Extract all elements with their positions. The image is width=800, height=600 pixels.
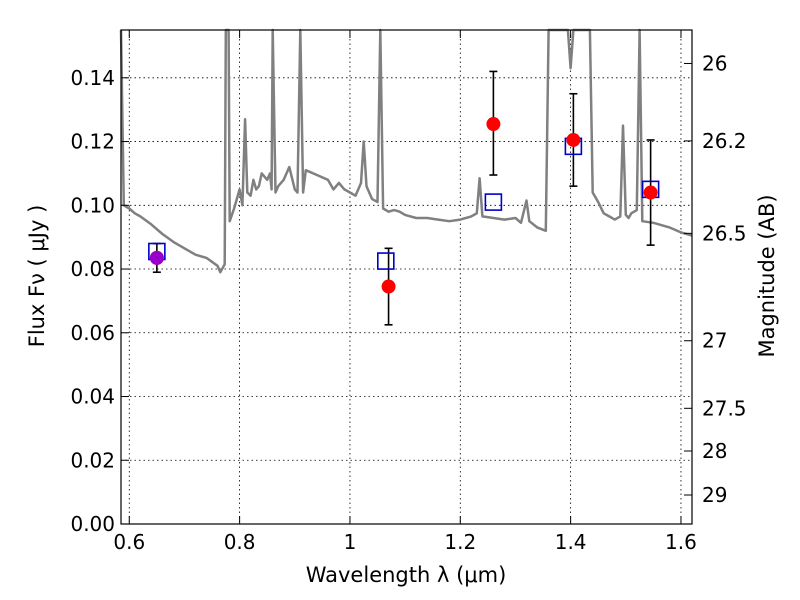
x-tick-label: 1.4 [555,530,587,554]
y2-tick-label: 28 [702,439,727,463]
model-spectrum-line [119,28,693,274]
overlap-flux-point [149,250,164,265]
y-tick-label: 0.04 [70,385,115,409]
x-axis-ticks: 0.6 0.8 1 1.2 1.4 1.6 [113,30,697,554]
observed-flux-point [566,132,581,147]
y-tick-label: 0.08 [70,257,115,281]
y2-axis-ticks: 26 26.2 26.5 27 27.5 28 29 [684,51,747,507]
y-tick-label: 0.02 [70,448,115,472]
y2-tick-label: 26.5 [702,221,747,245]
y2-axis-title: Magnitude (AB) [755,194,779,357]
y-tick-label: 0.12 [70,130,115,154]
y-tick-label: 0.06 [70,321,115,345]
plot-frame [120,29,693,525]
x-tick-label: 1 [344,530,357,554]
y-tick-label: 0.00 [70,512,115,536]
observed-flux-point [643,185,658,200]
x-tick-label: 1.6 [665,530,697,554]
model-spectrum [119,28,693,274]
x-tick-label: 0.8 [224,530,256,554]
grid-lines [121,30,692,525]
y2-tick-label: 27 [702,329,727,353]
y-axis-title: Flux Fν ( μJy ) [25,205,49,348]
y2-tick-label: 27.5 [702,396,747,420]
y2-tick-label: 26.2 [702,129,747,153]
x-tick-label: 0.6 [113,530,145,554]
observed-photometry-points [149,117,658,294]
model-flux-square [377,252,395,270]
observed-flux-point [486,117,501,132]
observed-flux-point [381,279,396,294]
y-axis-ticks: 0.00 0.02 0.04 0.06 0.08 0.10 0.12 0.14 [70,66,129,536]
x-tick-label: 1.2 [444,530,476,554]
x-axis-title: Wavelength λ (μm) [306,563,507,587]
model-flux-square [484,193,503,211]
y2-tick-label: 26 [702,51,727,75]
y2-tick-label: 29 [702,483,727,507]
y-tick-label: 0.10 [70,193,115,217]
y-tick-label: 0.14 [70,66,115,90]
